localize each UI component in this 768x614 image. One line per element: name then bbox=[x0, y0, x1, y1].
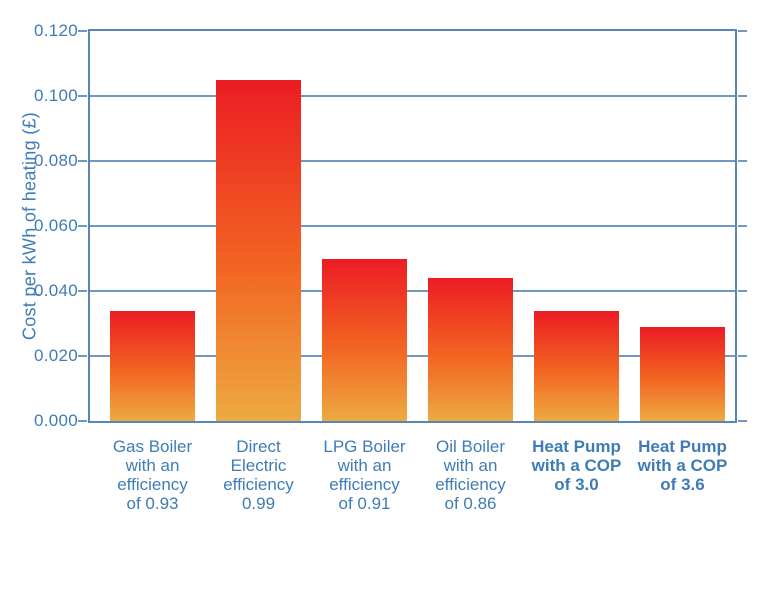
y-tick-mark bbox=[738, 355, 747, 357]
gridline bbox=[90, 355, 735, 357]
x-category-label: Oil Boiler with an efficiency of 0.86 bbox=[435, 437, 506, 513]
plot-inner bbox=[78, 30, 747, 422]
gridline bbox=[90, 289, 735, 292]
y-tick-label: 0.040 bbox=[33, 280, 78, 300]
y-tick-label: 0.000 bbox=[33, 411, 78, 430]
bar bbox=[110, 310, 195, 421]
gridline bbox=[90, 159, 735, 162]
y-tick-mark bbox=[78, 159, 87, 162]
bar bbox=[216, 79, 301, 421]
y-tick-mark bbox=[78, 420, 87, 422]
bar bbox=[322, 258, 407, 421]
x-category-label: Heat Pump with a COP of 3.6 bbox=[637, 437, 728, 494]
y-tick-mark bbox=[78, 225, 87, 227]
x-category-labels: Gas Boiler with an efficiency of 0.93 Dir… bbox=[0, 437, 768, 527]
bar bbox=[534, 310, 619, 421]
gridline bbox=[90, 94, 735, 97]
y-tick-mark bbox=[738, 420, 747, 422]
bar bbox=[428, 278, 513, 421]
y-tick-mark bbox=[738, 225, 747, 227]
x-category-label: Gas Boiler with an efficiency of 0.93 bbox=[112, 437, 193, 513]
y-tick-mark bbox=[738, 30, 747, 32]
x-category-label: Heat Pump with a COP of 3.0 bbox=[531, 437, 622, 494]
plot-area bbox=[78, 29, 747, 423]
y-tick-label: 0.020 bbox=[33, 346, 78, 365]
y-tick-label: 0.060 bbox=[33, 216, 78, 235]
y-tick-mark bbox=[738, 289, 747, 292]
y-tick-mark bbox=[78, 355, 87, 357]
x-category-label: Direct Electric efficiency 0.99 bbox=[223, 437, 294, 513]
y-tick-mark bbox=[78, 30, 87, 32]
y-tick-mark bbox=[738, 159, 747, 162]
y-tick-mark bbox=[738, 94, 747, 97]
y-tick-labels: 0.120 0.100 0.080 0.060 0.040 0.020 0.000 bbox=[0, 21, 78, 430]
y-tick-label: 0.080 bbox=[33, 150, 78, 170]
y-tick-mark bbox=[78, 94, 87, 97]
y-tick-label: 0.100 bbox=[33, 85, 78, 105]
gridline bbox=[90, 225, 735, 227]
bar bbox=[640, 326, 725, 421]
x-category-label: LPG Boiler with an efficiency of 0.91 bbox=[323, 437, 406, 513]
y-tick-mark bbox=[78, 289, 87, 292]
y-tick-label: 0.120 bbox=[33, 21, 78, 40]
